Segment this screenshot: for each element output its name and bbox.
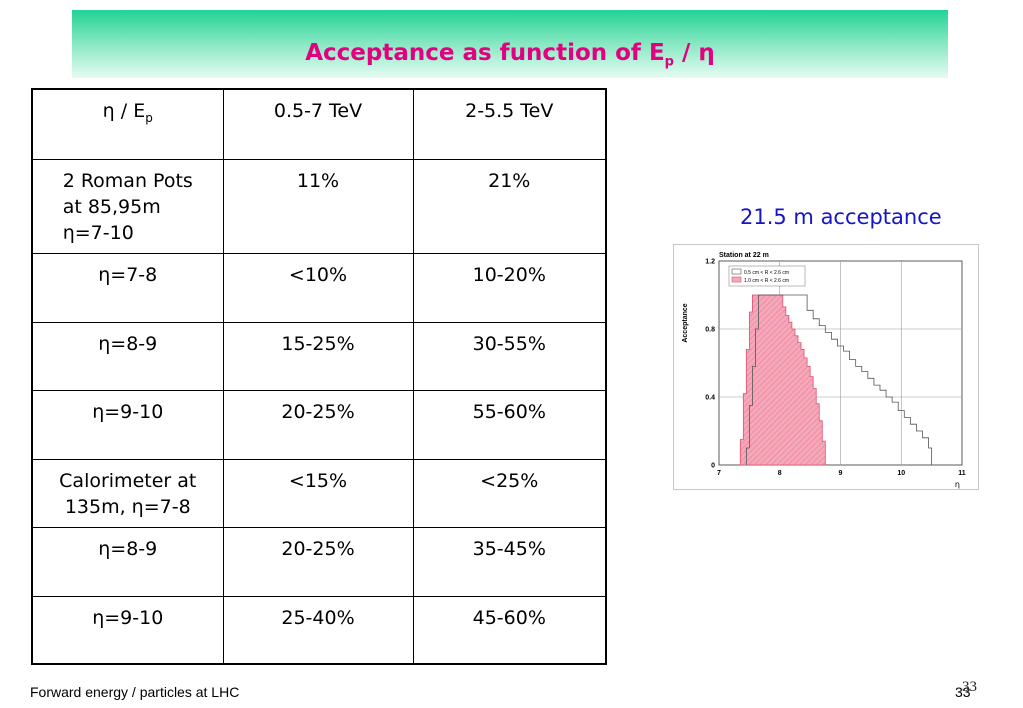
row-value-cell: <10% (222, 252, 414, 323)
acceptance-table: η / Ep 0.5-7 TeV 2-5.5 TeV 2 Roman Pots … (31, 88, 607, 665)
table-row: η=9-10 25-40% 45-60% (31, 595, 607, 665)
row-value-cell: 20-25% (222, 389, 414, 460)
x-axis-label: η (955, 480, 960, 489)
x-tick-label: 11 (958, 470, 966, 477)
row-label: Calorimeter at 135m, η=7-8 (59, 469, 197, 518)
row-value-cell: 10-20% (412, 252, 607, 323)
title-text-main: Acceptance as function of E (305, 40, 665, 66)
plot-caption: 21.5 m acceptance (740, 205, 942, 229)
row-value-cell: 25-40% (222, 595, 414, 665)
row-label-cell: η=7-8 (31, 252, 224, 323)
series-gray-histogram (745, 294, 933, 465)
table-row: η=9-10 20-25% 55-60% (31, 389, 607, 460)
title-subscript: p (664, 54, 674, 70)
title-banner: Acceptance as function of Ep / η (72, 10, 948, 78)
table-row: Calorimeter at 135m, η=7-8 <15% <25% (31, 458, 607, 528)
title-text-suffix: / η (673, 40, 715, 66)
row-value-cell: <15% (222, 458, 414, 528)
row-label: 2 Roman Pots at 85,95m η=7-10 (62, 169, 193, 244)
row-value-cell: 45-60% (412, 595, 607, 665)
y-tick-label: 0.4 (705, 395, 715, 402)
row-value-cell: 30-55% (412, 321, 607, 391)
footer-text: Forward energy / particles at LHC (30, 684, 240, 700)
legend-label-pink: 1.0 cm < R < 2.6 cm (744, 278, 789, 284)
header-eta-ep-sub: p (145, 110, 153, 125)
row-value-cell: 21% (412, 158, 607, 254)
x-tick-label: 8 (778, 470, 782, 477)
row-value-cell: 15-25% (222, 321, 414, 391)
y-tick-label: 1.2 (705, 259, 715, 266)
row-label-cell: 2 Roman Pots at 85,95m η=7-10 (31, 158, 224, 254)
row-value-cell: 11% (222, 158, 414, 254)
row-label-cell: η=9-10 (31, 389, 224, 460)
legend-box (728, 265, 806, 287)
header-cell-energy-1: 0.5-7 TeV (222, 88, 414, 160)
legend-swatch-pink (731, 276, 742, 283)
table-row: η=7-8 <10% 10-20% (31, 252, 607, 323)
table-row: η=8-9 15-25% 30-55% (31, 321, 607, 391)
plot-title: Station at 22 m (719, 252, 769, 259)
y-tick-label: 0 (711, 463, 715, 470)
row-value-cell: 20-25% (222, 526, 414, 597)
row-label-cell: Calorimeter at 135m, η=7-8 (31, 458, 224, 528)
row-label-cell: η=8-9 (31, 321, 224, 391)
y-tick-label: 0.8 (705, 327, 715, 334)
acceptance-plot: 7 8 9 10 11 0 0.4 0.8 1.2 η Acceptance Station at 2… (673, 244, 979, 490)
header-cell-eta-ep: η / Ep (31, 88, 224, 160)
table-header-row: η / Ep 0.5-7 TeV 2-5.5 TeV (31, 88, 607, 160)
row-value-cell: 35-45% (412, 526, 607, 597)
slide-title: Acceptance as function of Ep / η (72, 40, 948, 70)
row-label-cell: η=8-9 (31, 526, 224, 597)
row-value-cell: 55-60% (412, 389, 607, 460)
x-tick-label: 9 (839, 470, 843, 477)
x-tick-label: 10 (897, 470, 905, 477)
legend-swatch-gray (731, 268, 742, 275)
legend-label-gray: 0.5 cm < R < 2.6 cm (744, 270, 789, 276)
header-eta-ep-text: η / E (102, 100, 146, 122)
table-row: 2 Roman Pots at 85,95m η=7-10 11% 21% (31, 158, 607, 254)
y-axis-label: Acceptance (682, 303, 689, 342)
row-value-cell: <25% (412, 458, 607, 528)
acceptance-histogram: 7 8 9 10 11 0 0.4 0.8 1.2 η Acceptance Station at 2… (682, 252, 966, 489)
page-number-overlay: 33 (962, 679, 977, 695)
table-row: η=8-9 20-25% 35-45% (31, 526, 607, 597)
header-cell-energy-2: 2-5.5 TeV (412, 88, 607, 160)
x-tick-label: 7 (717, 470, 721, 477)
series-pink-histogram (739, 294, 826, 466)
page-number: 33 (955, 684, 971, 700)
row-label-cell: η=9-10 (31, 595, 224, 665)
